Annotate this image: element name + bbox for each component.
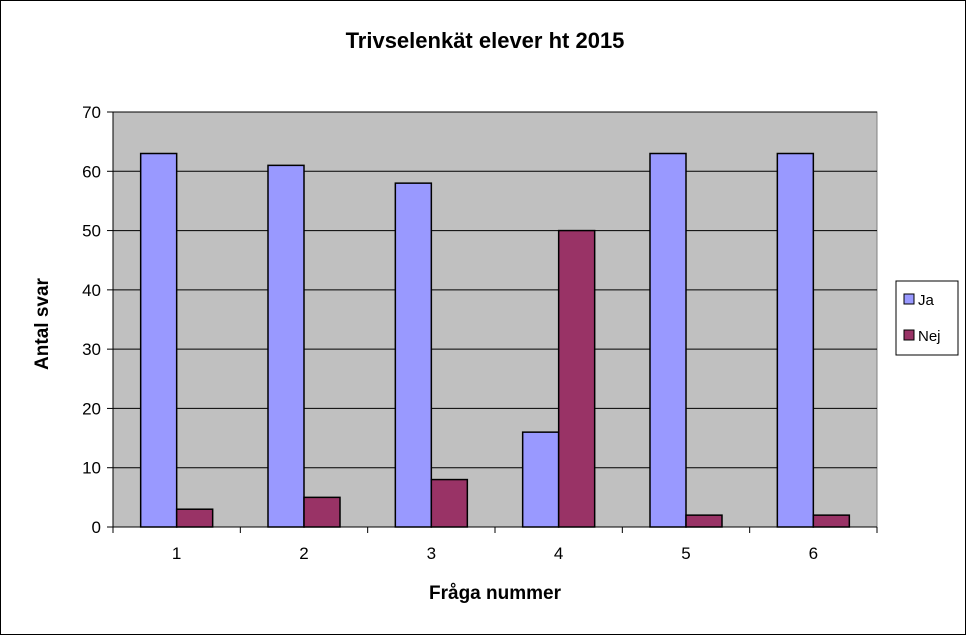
chart-title: Trivselenkät elever ht 2015: [346, 28, 625, 53]
bar-nej-6: [812, 514, 851, 528]
legend-label-ja: Ja: [918, 292, 935, 309]
plot-area: [112, 111, 878, 528]
bar-ja-2: [267, 164, 305, 528]
y-tick-label: 0: [92, 518, 101, 537]
gridlines: [113, 111, 877, 469]
y-tick-label: 50: [82, 222, 101, 241]
bar-nej-4: [557, 229, 596, 528]
legend-swatch-nej: [903, 329, 915, 341]
y-axis-title: Antal svar: [32, 277, 53, 369]
legend-swatch-ja: [903, 293, 915, 305]
x-tick-label: 3: [427, 544, 436, 563]
bar-ja-6: [776, 152, 815, 528]
y-tick-label: 10: [82, 459, 101, 478]
bar-ja-3: [394, 182, 433, 528]
x-tick-label: 4: [554, 544, 563, 563]
y-tick-labels: 0 10 20 30 40 50 60 70: [82, 103, 101, 537]
axes: [107, 111, 878, 533]
bar-ja-4: [521, 431, 560, 528]
bar-ja-1: [139, 152, 178, 528]
legend-label-nej: Nej: [918, 328, 941, 345]
legend-box: [895, 280, 959, 356]
bar-ja-5: [649, 152, 687, 528]
x-tick-label: 1: [172, 544, 181, 563]
y-tick-label: 20: [82, 399, 101, 418]
y-tick-label: 40: [82, 281, 101, 300]
bar-nej-3: [430, 478, 469, 528]
x-tick-label: 2: [299, 544, 308, 563]
y-tick-label: 70: [82, 103, 101, 122]
legend: Ja Nej: [895, 280, 959, 356]
bar-nej-1: [175, 508, 214, 528]
y-tick-label: 60: [82, 162, 101, 181]
y-tick-label: 30: [82, 340, 101, 359]
x-tick-label: 5: [681, 544, 690, 563]
x-axis-title: Fråga nummer: [429, 583, 562, 604]
bar-nej-2: [303, 496, 341, 528]
bar-nej-5: [685, 514, 723, 528]
x-tick-labels: 1 2 3 4 5 6: [172, 544, 818, 563]
x-tick-label: 6: [809, 544, 818, 563]
